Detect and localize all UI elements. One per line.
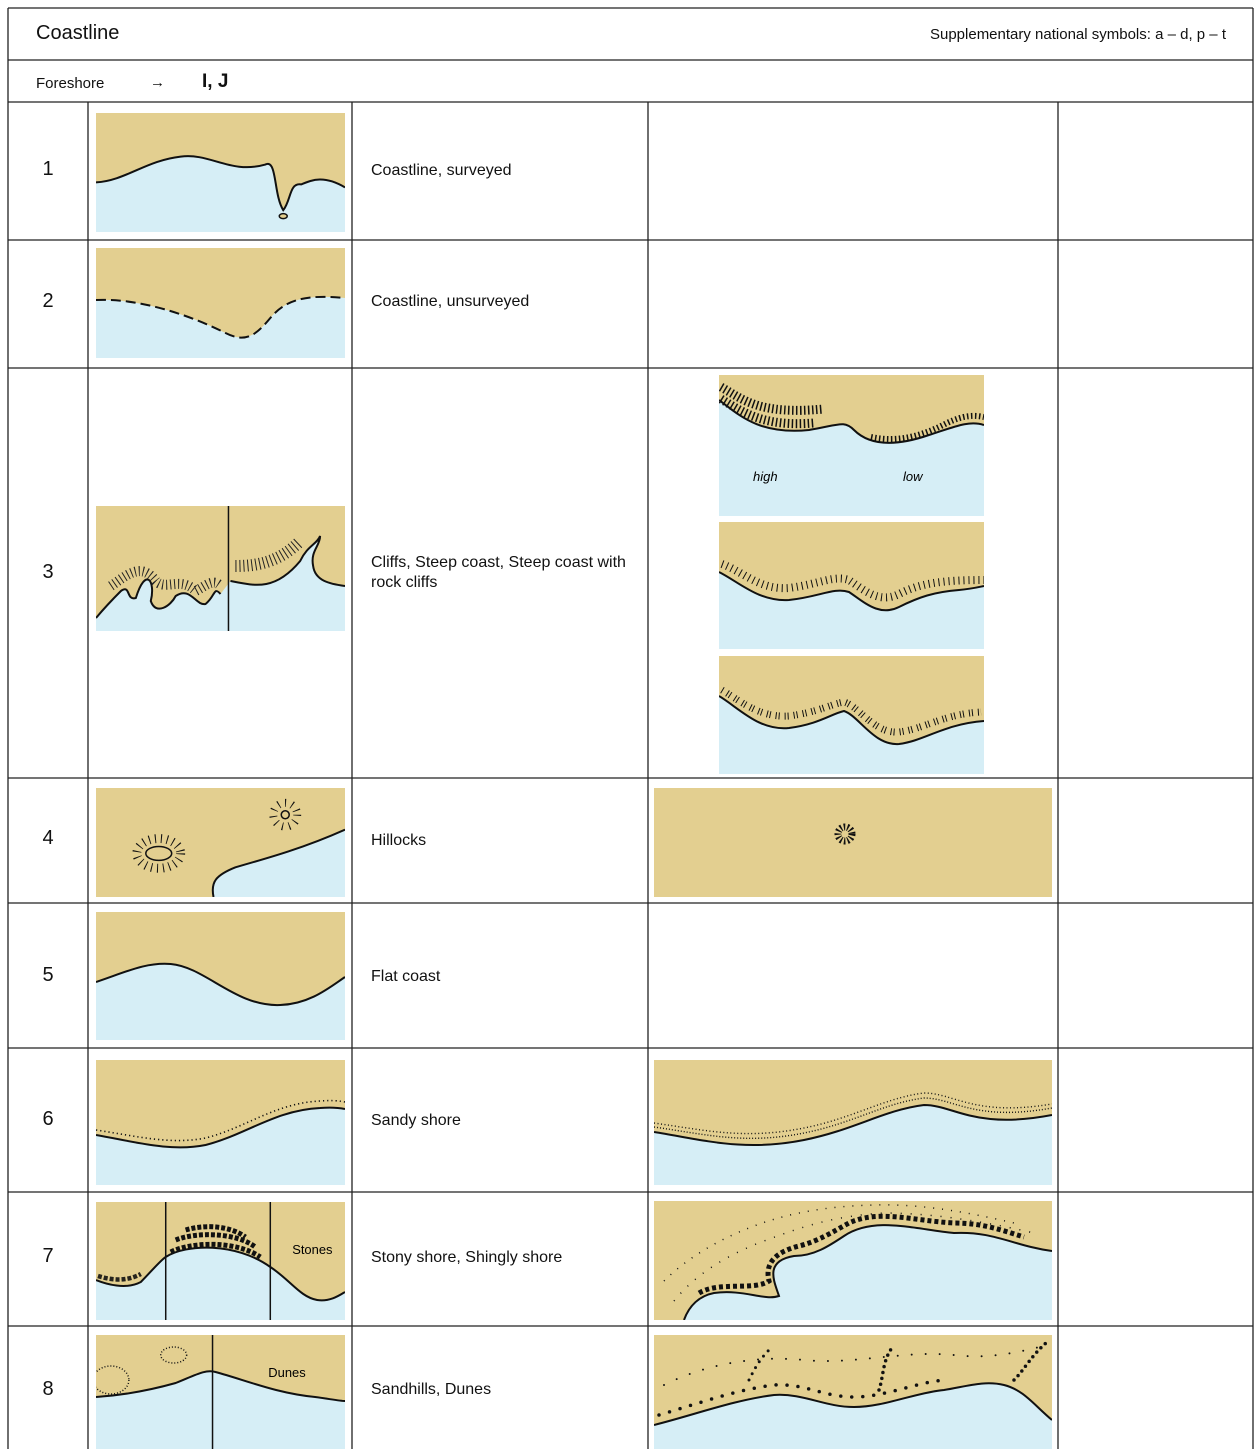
description: Cliffs, Steep coast, Steep coast with ro… [371, 554, 626, 591]
illustration [654, 1335, 1052, 1449]
image-label: Dunes [268, 1365, 306, 1380]
illustration [96, 788, 345, 897]
illustration [96, 506, 345, 631]
illustration [654, 1201, 1052, 1320]
foreshore-label: Foreshore [36, 75, 105, 92]
illustration [96, 248, 345, 358]
illustration: high low [719, 375, 984, 516]
row-number: 3 [42, 561, 54, 583]
illustration: Dunes [96, 1335, 345, 1449]
row-number: 4 [42, 827, 54, 849]
arrow: → [150, 74, 165, 91]
row-number: 5 [42, 964, 54, 986]
illustration [96, 1060, 345, 1185]
illustration [654, 788, 1052, 897]
row-number: 1 [42, 158, 54, 180]
description: Stony shore, Shingly shore [371, 1249, 563, 1266]
row-number: 2 [42, 290, 54, 312]
description: Coastline, unsurveyed [371, 293, 530, 310]
reference: I, J [202, 71, 229, 92]
description: Sandy shore [371, 1112, 461, 1129]
description: Flat coast [371, 968, 441, 985]
image-label: Stones [292, 1242, 333, 1257]
illustration [719, 522, 984, 649]
section-title: Coastline [36, 22, 120, 44]
row-number: 8 [42, 1378, 54, 1400]
row-number: 6 [42, 1108, 54, 1130]
illustration [96, 912, 345, 1040]
description: Sandhills, Dunes [371, 1381, 492, 1398]
illustration [96, 113, 345, 232]
row-number: 7 [42, 1245, 54, 1267]
illustration: Stones [96, 1202, 345, 1320]
supplementary-note: Supplementary national symbols: a – d, p… [929, 26, 1226, 43]
illustration [654, 1060, 1052, 1185]
image-label: low [903, 469, 924, 484]
image-label: high [753, 469, 778, 484]
description: Coastline, surveyed [371, 162, 512, 179]
description: Hillocks [371, 832, 427, 849]
illustration [719, 656, 984, 774]
